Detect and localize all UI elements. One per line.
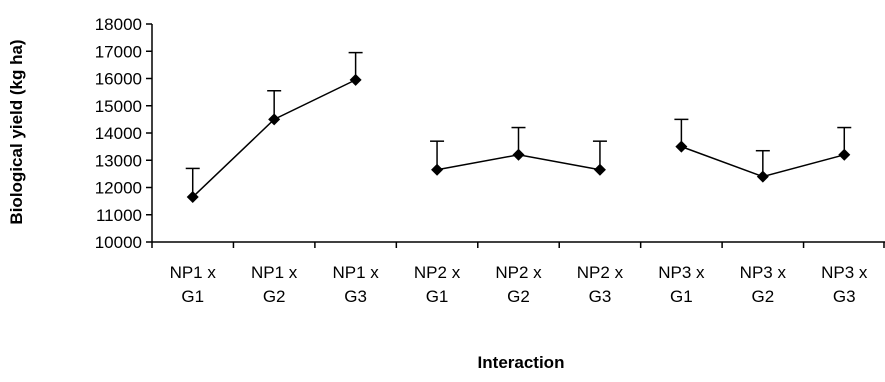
y-tick-label: 10000 <box>95 233 142 252</box>
x-tick-label: NP2 x G1 <box>414 263 461 306</box>
x-tick-label: NP3 x G2 <box>740 263 787 306</box>
x-tick-label: NP1 x G1 <box>170 263 217 306</box>
data-point-marker <box>756 170 769 183</box>
data-point-marker <box>838 148 851 161</box>
x-tick-label: NP3 x G3 <box>821 263 868 306</box>
x-tick-label: NP2 x G2 <box>495 263 542 306</box>
x-tick-label: NP2 x G3 <box>577 263 624 306</box>
y-tick-label: 14000 <box>95 124 142 143</box>
data-point-marker <box>675 140 688 153</box>
data-point-marker <box>186 191 199 204</box>
data-point-marker <box>512 148 525 161</box>
y-axis-title: Biological yield (kg ha) <box>7 39 26 224</box>
x-axis: NP1 x G1 NP1 x G2 NP1 x G3 NP2 x G1 NP2 x G2 NP2 x… <box>151 241 885 306</box>
y-axis: 10000 11000 12000 13000 14000 15000 16000 17000… <box>95 15 153 252</box>
y-tick-label: 16000 <box>95 70 142 89</box>
y-tick-label: 17000 <box>95 42 142 61</box>
x-tick-label: NP1 x G2 <box>251 263 298 306</box>
data-point-marker <box>268 113 281 126</box>
data-point-marker <box>349 73 362 86</box>
y-tick-label: 18000 <box>95 15 142 34</box>
x-axis-title: Interaction <box>478 353 565 372</box>
data-point-marker <box>431 163 444 176</box>
y-tick-label: 13000 <box>95 151 142 170</box>
data-point-marker <box>593 163 606 176</box>
y-tick-label: 15000 <box>95 97 142 116</box>
y-tick-label: 12000 <box>95 179 142 198</box>
y-tick-label: 11000 <box>96 206 142 225</box>
x-tick-label: NP3 x G1 <box>658 263 705 306</box>
x-tick-label: NP1 x G3 <box>332 263 379 306</box>
data-series <box>185 51 852 204</box>
